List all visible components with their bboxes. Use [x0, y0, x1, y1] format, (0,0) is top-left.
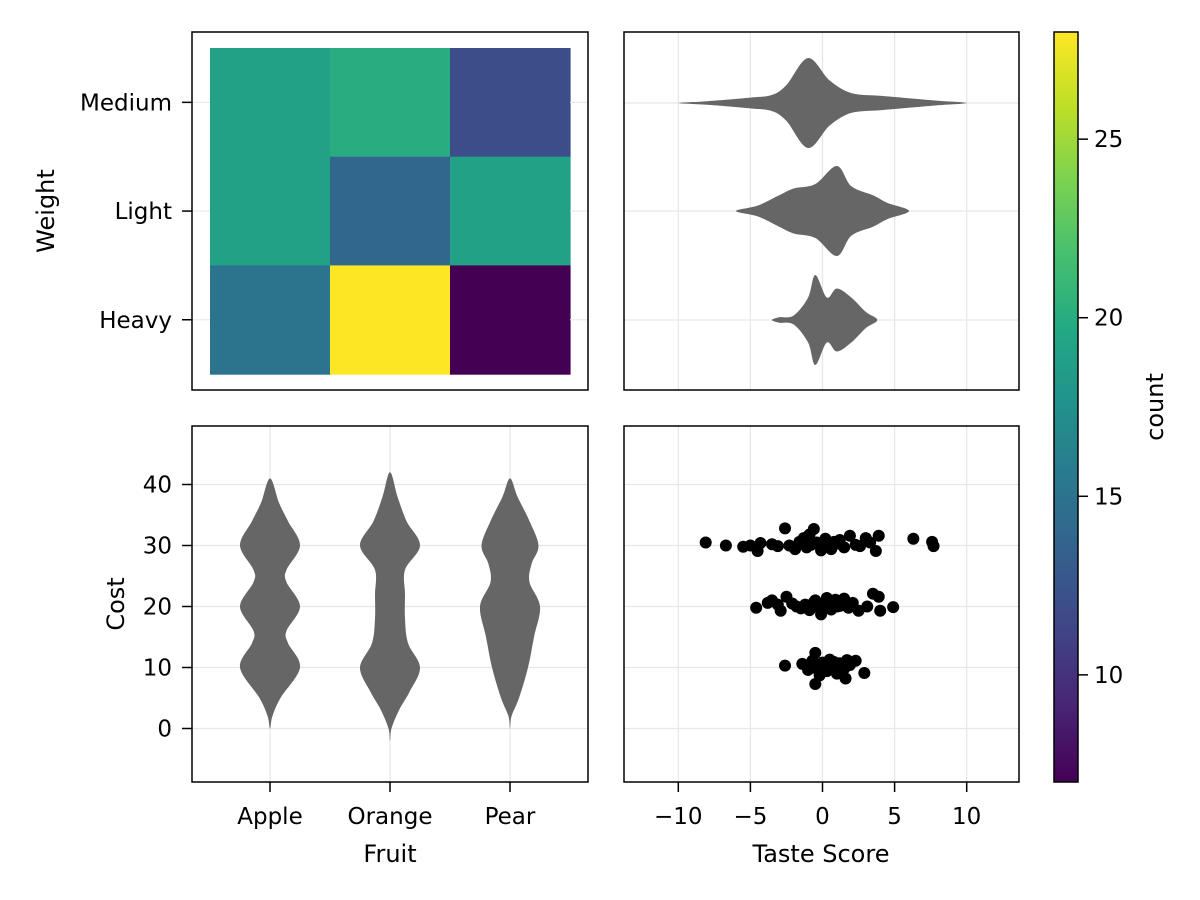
scatter-point [830, 600, 843, 613]
colorbar-label: count [1141, 373, 1169, 441]
scatter-point [861, 600, 874, 613]
heatmap-cell-pear-light [450, 156, 571, 266]
violin-v-ytick-label: 40 [143, 473, 172, 499]
heatmap-cell-pear-heavy [450, 265, 571, 375]
scatter-point [779, 522, 792, 535]
violin-v-ytick-label: 0 [157, 717, 172, 743]
scatter-point [874, 604, 887, 617]
scatter-point [809, 594, 822, 607]
heatmap-ytick-label: Light [115, 199, 172, 225]
scatter-point [849, 654, 862, 667]
heatmap-cell-orange-heavy [330, 265, 451, 375]
violin-v-xlabel: Fruit [363, 840, 416, 868]
scatter-point [815, 608, 828, 621]
scatter-xtick-label: 0 [815, 804, 830, 830]
heatmap-ytick-label: Medium [80, 90, 172, 116]
violin-v-pear [479, 478, 541, 729]
violin-h-light [736, 165, 909, 257]
violin-v-xtick-label: Pear [485, 804, 536, 830]
scatter-point [907, 532, 920, 545]
vertical-violin-panel: 0 10 20 30 40 Apple Orange Pear Fruit Cost [102, 425, 589, 868]
violin-v-apple [239, 478, 301, 729]
violin-v-xtick-label: Apple [237, 804, 302, 830]
violin-h-heavy [772, 275, 878, 365]
scatter-point [809, 646, 822, 659]
colorbar-tick-label: 10 [1094, 663, 1123, 689]
colorbar-tick-label: 20 [1094, 306, 1123, 332]
heatmap-cell-apple-heavy [210, 265, 331, 375]
scatter-panel: −10 −5 0 5 10 Taste Score [623, 425, 1020, 868]
violin-v-ytick-label: 10 [143, 656, 172, 682]
scatter-point [754, 537, 767, 550]
scatter-point [771, 540, 784, 553]
heatmap-cell-apple-light [210, 156, 331, 266]
heatmap-cell-apple-medium [210, 48, 331, 158]
scatter-xtick-label: 10 [952, 804, 981, 830]
violin-v-ytick-label: 30 [143, 534, 172, 560]
scatter-point [858, 666, 871, 679]
scatter-point [872, 590, 885, 603]
scatter-point [832, 537, 845, 550]
violin-h-medium [678, 57, 967, 149]
scatter-point [812, 663, 825, 676]
violin-v-ylabel: Cost [102, 577, 130, 630]
violin-v-frame [191, 425, 589, 783]
heatmap-ytick-label: Heavy [99, 308, 172, 334]
scatter-point [750, 601, 763, 614]
heatmap-cell-pear-medium [450, 48, 571, 158]
scatter-point [719, 539, 732, 552]
scatter-point [774, 604, 787, 617]
violin-h-frame [623, 31, 1020, 391]
colorbar-gradient [1053, 31, 1079, 783]
scatter-point [927, 540, 940, 553]
heatmap-cell-orange-medium [330, 48, 451, 158]
colorbar: 10 15 20 25 count [1053, 31, 1169, 783]
scatter-frame [623, 425, 1020, 783]
scatter-point [828, 656, 841, 669]
scatter-point [843, 529, 856, 542]
scatter-xtick-label: 5 [887, 804, 902, 830]
horizontal-violin-panel [623, 31, 1020, 391]
scatter-point [864, 536, 877, 549]
violin-v-orange [359, 472, 421, 741]
scatter-point [699, 536, 712, 549]
violin-v-xtick-label: Orange [348, 804, 433, 830]
scatter-point [869, 544, 882, 557]
heatmap-frame [191, 31, 589, 391]
scatter-point [761, 596, 774, 609]
colorbar-tick-label: 25 [1094, 127, 1123, 153]
scatter-point [803, 528, 816, 541]
scatter-point [820, 591, 833, 604]
scatter-xtick-label: −10 [654, 804, 703, 830]
colorbar-tick-label: 15 [1094, 484, 1123, 510]
scatter-point [779, 659, 792, 672]
heatmap-ylabel: Weight [32, 169, 60, 253]
scatter-point [887, 601, 900, 614]
heatmap-panel: Medium Light Heavy Weight [32, 31, 589, 391]
scatter-point [839, 672, 852, 685]
scatter-point [809, 677, 822, 690]
violin-v-ytick-label: 20 [143, 595, 172, 621]
scatter-xlabel: Taste Score [752, 840, 890, 868]
scatter-point [872, 529, 885, 542]
scatter-xtick-label: −5 [733, 804, 767, 830]
heatmap-cell-orange-light [330, 156, 451, 266]
